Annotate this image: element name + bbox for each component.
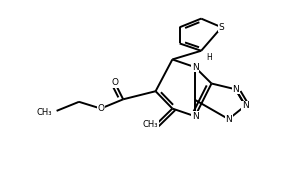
Text: O: O xyxy=(111,78,118,87)
Text: O: O xyxy=(97,104,104,113)
Text: CH₃: CH₃ xyxy=(143,120,158,129)
Text: N: N xyxy=(225,115,232,124)
Text: N: N xyxy=(242,101,249,110)
Text: CH₃: CH₃ xyxy=(36,108,52,117)
Text: S: S xyxy=(219,23,225,32)
Text: N: N xyxy=(232,85,239,94)
Text: N: N xyxy=(192,112,198,121)
Text: H: H xyxy=(206,53,212,62)
Text: N: N xyxy=(192,63,198,72)
